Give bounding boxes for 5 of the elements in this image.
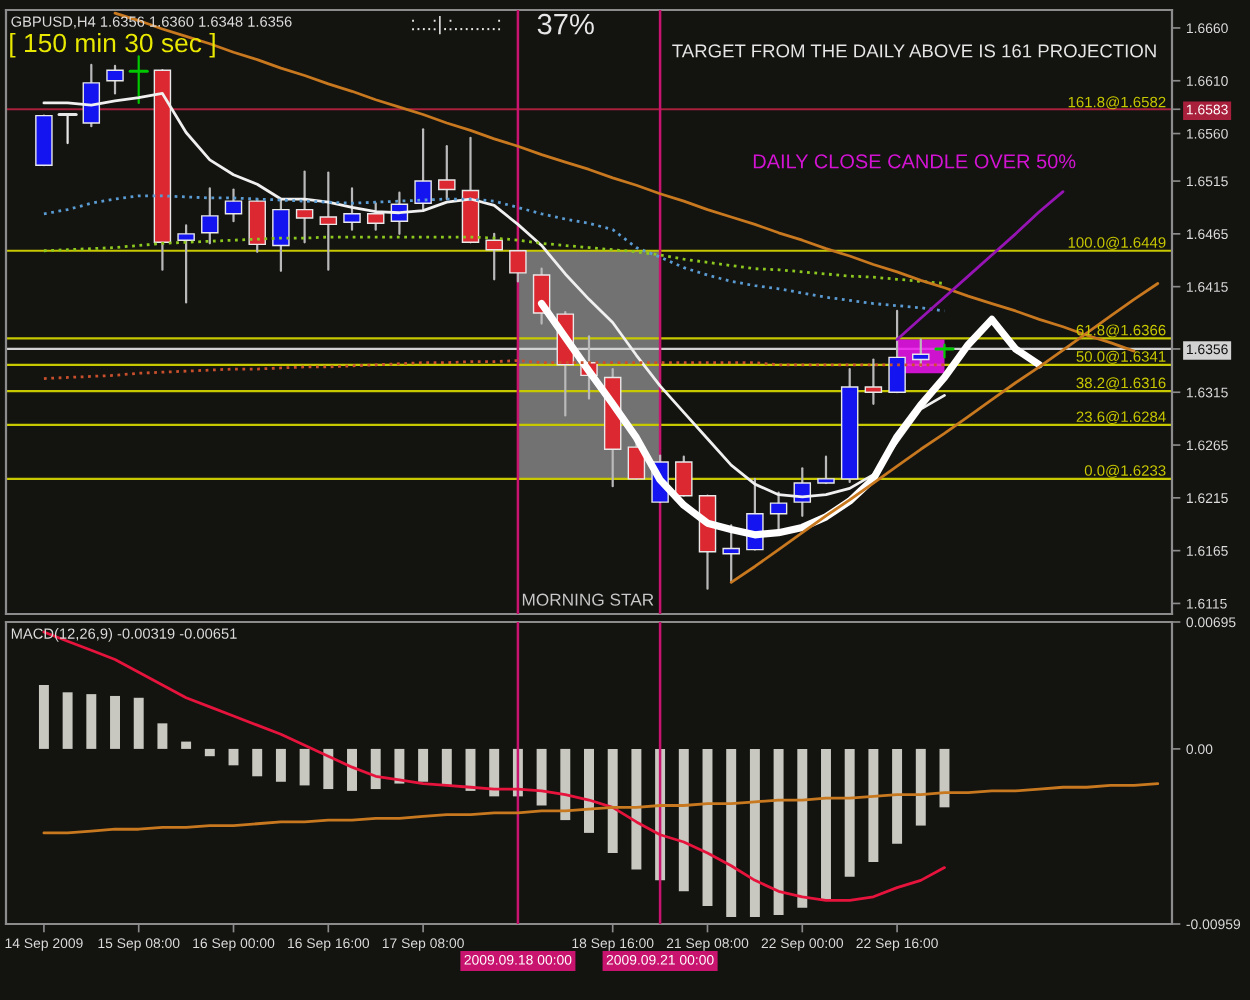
annotation: MORNING STAR	[522, 593, 654, 606]
annotation: TARGET FROM THE DAILY ABOVE IS 161 PROJECTION	[672, 44, 1156, 58]
annotation: :...:|.:........:	[412, 16, 501, 35]
annotation: DAILY CLOSE CANDLE OVER 50%	[753, 154, 1076, 169]
annotation: 37%	[537, 13, 594, 35]
